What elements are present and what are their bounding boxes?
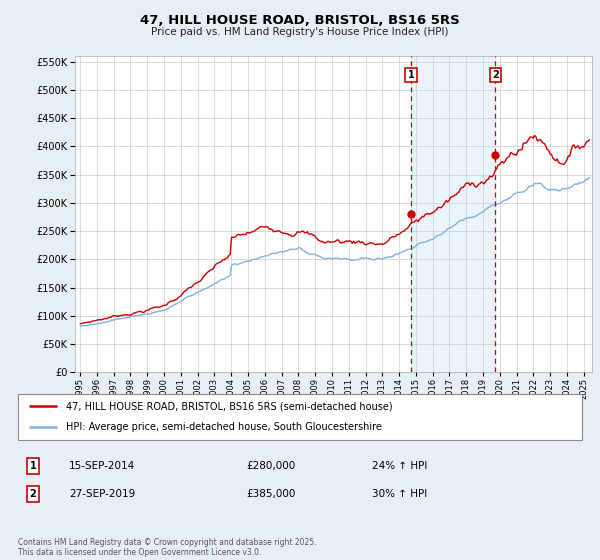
Text: 2: 2 [492,70,499,80]
Text: 1: 1 [29,461,37,471]
Text: 2: 2 [29,489,37,499]
FancyBboxPatch shape [18,394,582,440]
Text: £280,000: £280,000 [246,461,295,471]
Text: 30% ↑ HPI: 30% ↑ HPI [372,489,427,499]
Text: £385,000: £385,000 [246,489,295,499]
Text: 1: 1 [407,70,415,80]
Text: HPI: Average price, semi-detached house, South Gloucestershire: HPI: Average price, semi-detached house,… [66,422,382,432]
Text: 15-SEP-2014: 15-SEP-2014 [69,461,135,471]
Text: 47, HILL HOUSE ROAD, BRISTOL, BS16 5RS: 47, HILL HOUSE ROAD, BRISTOL, BS16 5RS [140,14,460,27]
Text: Contains HM Land Registry data © Crown copyright and database right 2025.
This d: Contains HM Land Registry data © Crown c… [18,538,317,557]
Bar [411,56,496,372]
Text: 24% ↑ HPI: 24% ↑ HPI [372,461,427,471]
Text: 47, HILL HOUSE ROAD, BRISTOL, BS16 5RS (semi-detached house): 47, HILL HOUSE ROAD, BRISTOL, BS16 5RS (… [66,401,392,411]
Text: 27-SEP-2019: 27-SEP-2019 [69,489,135,499]
Text: Price paid vs. HM Land Registry's House Price Index (HPI): Price paid vs. HM Land Registry's House … [151,27,449,37]
